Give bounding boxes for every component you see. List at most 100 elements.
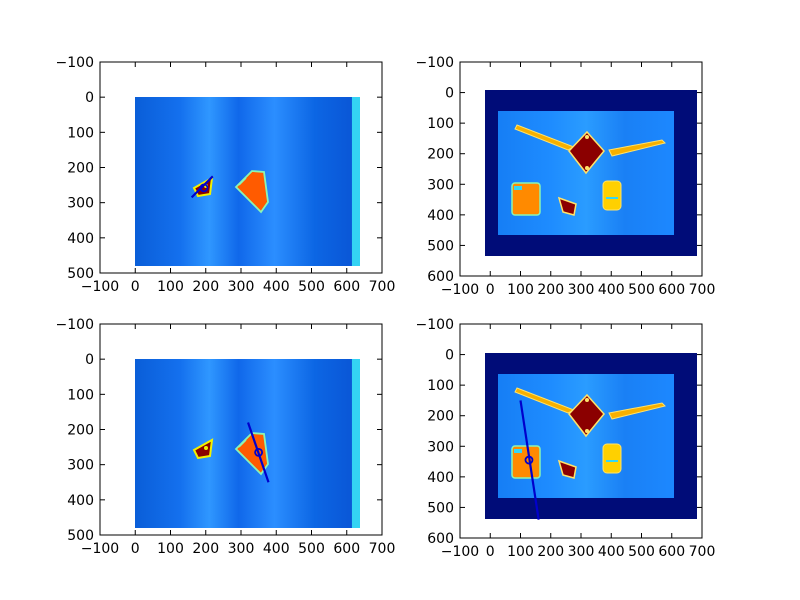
y-tick-label: 600 [427, 269, 454, 285]
y-tick-label: 200 [67, 161, 94, 177]
x-ticks [459, 62, 703, 276]
object-large-shape-notch [238, 439, 247, 448]
y-tick-labels: −100 0 100 200 300 400 500 600 [416, 317, 454, 547]
x-tick-label: 300 [568, 544, 595, 560]
x-tick-label: 0 [486, 544, 495, 560]
image-top-left [135, 97, 360, 266]
object-box-notch [514, 449, 522, 453]
x-tick-label: 200 [192, 541, 219, 557]
x-tick-label: 200 [192, 279, 219, 295]
x-tick-labels: −100 0 100 200 300 400 500 600 700 [441, 544, 716, 560]
y-tick-label: 100 [67, 125, 94, 141]
object-bottle [602, 180, 622, 211]
x-tick-label: 400 [598, 282, 625, 298]
x-tick-label: 400 [263, 279, 290, 295]
y-tick-label: 400 [427, 208, 454, 224]
x-tick-label: 100 [507, 282, 534, 298]
y-ticks [460, 323, 702, 539]
x-tick-label: 700 [689, 544, 716, 560]
object-knife [514, 387, 576, 414]
object-bottle [602, 443, 622, 474]
x-tick-label: 700 [369, 541, 396, 557]
segment-marker [524, 455, 534, 465]
object-large-shape [234, 170, 269, 214]
object-diamond [568, 130, 605, 175]
object-diamond-top-dot [585, 398, 589, 402]
object-small-shape [557, 196, 577, 216]
x-tick-label: 500 [298, 279, 325, 295]
y-tick-label: 400 [427, 470, 454, 486]
y-tick-label: 300 [427, 439, 454, 455]
x-tick-label: 200 [537, 282, 564, 298]
y-tick-label: −100 [56, 317, 94, 333]
x-tick-label: 0 [131, 279, 140, 295]
x-tick-labels: −100 0 100 200 300 400 500 600 700 [81, 279, 396, 295]
object-small-shape [192, 438, 214, 460]
object-large-shape [234, 432, 269, 476]
y-ticks [100, 61, 382, 274]
object-small-shape-spot [204, 446, 208, 450]
object-box-notch [514, 186, 522, 190]
subplot-top-left: −100 0 100 200 300 400 500 600 700 −100 0 100 200 30… [56, 55, 396, 295]
object-fork [608, 402, 666, 420]
x-tick-label: 100 [157, 279, 184, 295]
segment-line [190, 175, 214, 199]
x-tick-label: 0 [486, 282, 495, 298]
x-tick-label: 600 [658, 544, 685, 560]
x-tick-label: 100 [157, 541, 184, 557]
object-bottle-band [606, 197, 618, 199]
y-tick-label: 0 [85, 90, 94, 106]
object-diamond [568, 393, 605, 438]
y-tick-label: 300 [67, 458, 94, 474]
image-bottom-right [485, 353, 697, 519]
y-tick-label: 0 [445, 348, 454, 364]
y-tick-label: 500 [427, 500, 454, 516]
x-tick-label: 300 [568, 282, 595, 298]
y-tick-label: −100 [416, 317, 454, 333]
image-top-right [485, 90, 697, 256]
object-diamond-bottom-dot [585, 429, 589, 433]
object-large-shape-notch [238, 177, 247, 186]
y-tick-labels: −100 0 100 200 300 400 500 600 [416, 55, 454, 285]
object-bottle-band [606, 460, 618, 462]
x-tick-label: 700 [689, 282, 716, 298]
y-tick-label: 100 [427, 116, 454, 132]
object-fork [608, 139, 666, 157]
x-tick-labels: −100 0 100 200 300 400 500 600 700 [81, 541, 396, 557]
object-diamond-bottom-dot [585, 166, 589, 170]
x-tick-label: −100 [441, 544, 479, 560]
image-right-edge [352, 97, 360, 266]
segment-marker [199, 183, 209, 193]
y-tick-label: 600 [427, 531, 454, 547]
y-tick-label: 200 [427, 147, 454, 163]
subplot-bottom-left: −100 0 100 200 300 400 500 600 700 −100 0 100 200 30… [56, 317, 396, 557]
y-tick-label: −100 [56, 55, 94, 71]
x-ticks [99, 324, 383, 535]
y-tick-label: 500 [67, 266, 94, 282]
segment-line [519, 400, 540, 520]
x-tick-label: −100 [81, 541, 119, 557]
segment-marker [254, 447, 264, 457]
x-ticks [459, 324, 703, 538]
x-tick-label: 400 [263, 541, 290, 557]
y-tick-label: 0 [85, 352, 94, 368]
y-tick-label: 500 [427, 238, 454, 254]
y-ticks [460, 61, 702, 277]
x-tick-label: 0 [131, 541, 140, 557]
x-tick-label: 600 [333, 279, 360, 295]
y-tick-label: 0 [445, 86, 454, 102]
object-diamond-top-dot [585, 135, 589, 139]
y-tick-labels: −100 0 100 200 300 400 500 [56, 55, 94, 282]
x-tick-labels: −100 0 100 200 300 400 500 600 700 [441, 282, 716, 298]
y-tick-label: 100 [427, 378, 454, 394]
y-tick-label: 200 [67, 423, 94, 439]
object-knife [514, 124, 576, 151]
x-tick-label: 300 [228, 541, 255, 557]
y-tick-label: 400 [67, 231, 94, 247]
object-box [511, 182, 541, 216]
subplot-bottom-right: −100 0 100 200 300 400 500 600 700 −100010020030… [416, 317, 716, 560]
x-tick-label: 300 [228, 279, 255, 295]
y-ticks [100, 323, 382, 536]
y-tick-label: 300 [427, 177, 454, 193]
